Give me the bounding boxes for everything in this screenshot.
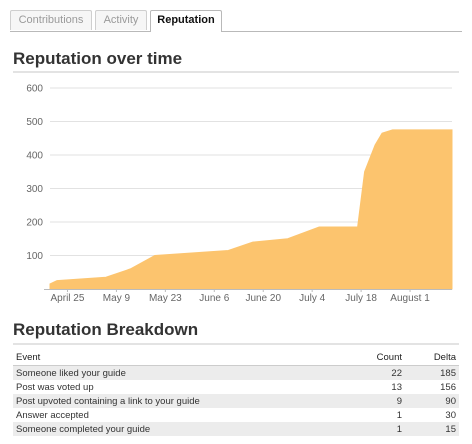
x-tick-label: May 23	[149, 293, 182, 304]
event-cell: Someone liked your guide	[13, 365, 339, 380]
delta-cell: 30	[445, 409, 456, 421]
table-row: Someone completed your guide 1 15	[13, 422, 459, 436]
section-divider	[13, 343, 459, 345]
y-tick-label: 200	[26, 218, 43, 229]
y-tick-label: 400	[26, 151, 43, 162]
y-tick-label: 300	[26, 184, 43, 195]
event-cell: Answer accepted	[16, 409, 89, 421]
event-cell: Post was voted up	[16, 381, 94, 393]
count-cell: 1	[339, 422, 405, 436]
y-tick-label: 100	[26, 251, 43, 262]
table-header-row: Event Count Delta	[13, 350, 459, 366]
tab-contributions[interactable]: Contributions	[10, 10, 92, 30]
event-cell: Someone completed your guide	[13, 422, 339, 436]
event-column-header: Event	[13, 350, 339, 366]
x-tick-label: May 9	[103, 293, 131, 304]
table-row: Someone liked your guide 22 185	[13, 365, 459, 380]
tab-reputation[interactable]: Reputation	[150, 10, 222, 32]
count-cell: 22	[339, 365, 405, 380]
delta-cell: 185	[405, 365, 459, 380]
section-divider	[13, 71, 459, 73]
reputation-area-series	[49, 129, 453, 290]
tab-bar: Contributions Activity Reputation	[10, 10, 462, 32]
table-row: Post upvoted containing a link to your g…	[13, 394, 459, 408]
breakdown-table: Event Count Delta Someone liked your gui…	[13, 350, 459, 436]
count-cell: 13	[391, 381, 402, 393]
tab-activity[interactable]: Activity	[95, 10, 147, 30]
delta-column-header: Delta	[405, 350, 459, 366]
event-cell: Post upvoted containing a link to your g…	[13, 394, 339, 408]
table-row: Post was voted up 13 156	[13, 380, 459, 394]
reputation-over-time-title: Reputation over time	[13, 49, 183, 68]
delta-cell: 15	[405, 422, 459, 436]
reputation-chart: 100 200 300 400 500 600 April 25 May 9 May 23 Jun…	[26, 84, 453, 304]
delta-cell: 90	[405, 394, 459, 408]
y-tick-label: 600	[26, 84, 43, 95]
count-cell: 1	[396, 409, 402, 421]
x-tick-label: April 25	[51, 293, 85, 304]
count-cell: 9	[339, 394, 405, 408]
y-tick-label: 500	[26, 117, 43, 128]
x-tick-label: July 4	[299, 293, 326, 304]
x-tick-label: July 18	[345, 293, 377, 304]
x-tick-label: June 6	[199, 293, 229, 304]
reputation-breakdown-title: Reputation Breakdown	[13, 320, 199, 339]
table-row: Answer accepted 1 30	[13, 408, 459, 422]
count-column-header: Count	[339, 350, 405, 366]
delta-cell: 156	[440, 381, 456, 393]
x-tick-label: June 20	[245, 293, 281, 304]
x-tick-label: August 1	[390, 293, 430, 304]
